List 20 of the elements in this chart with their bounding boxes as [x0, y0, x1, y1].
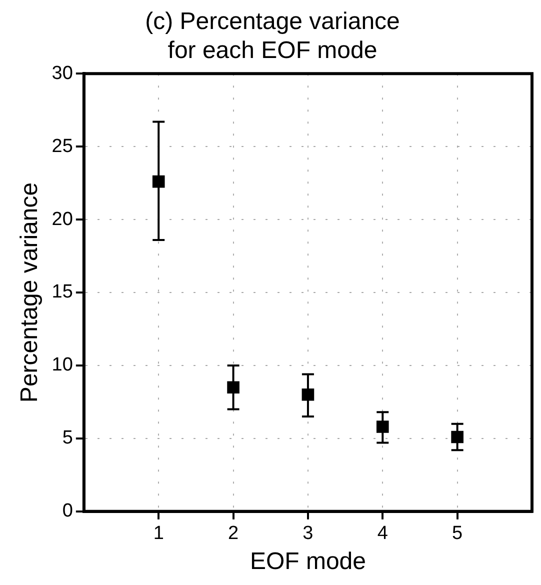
x-tick-label: 4 — [377, 523, 388, 544]
x-tick-label: 1 — [153, 523, 164, 544]
point — [451, 430, 464, 444]
y-tick-label: 10 — [52, 354, 73, 376]
y-tick-label: 20 — [52, 208, 73, 230]
x-tick-label: 3 — [302, 523, 314, 544]
x-tick-label: 2 — [228, 523, 239, 544]
x-tick-label: 5 — [452, 523, 463, 544]
point — [302, 388, 314, 401]
chart-title: (c) Percentage variance for each EOF mode — [145, 8, 400, 64]
x-axis-title: EOF mode — [250, 548, 366, 576]
point — [227, 381, 240, 394]
y-tick-label: 15 — [52, 282, 73, 303]
y-axis-title: Percentage variance — [16, 182, 44, 403]
y-tick-label: 25 — [52, 136, 73, 157]
point — [376, 420, 389, 433]
y-tick-label: 5 — [62, 428, 73, 449]
y-tick-label: 0 — [62, 500, 73, 522]
y-tick-label: 30 — [52, 62, 73, 84]
point — [152, 175, 165, 188]
